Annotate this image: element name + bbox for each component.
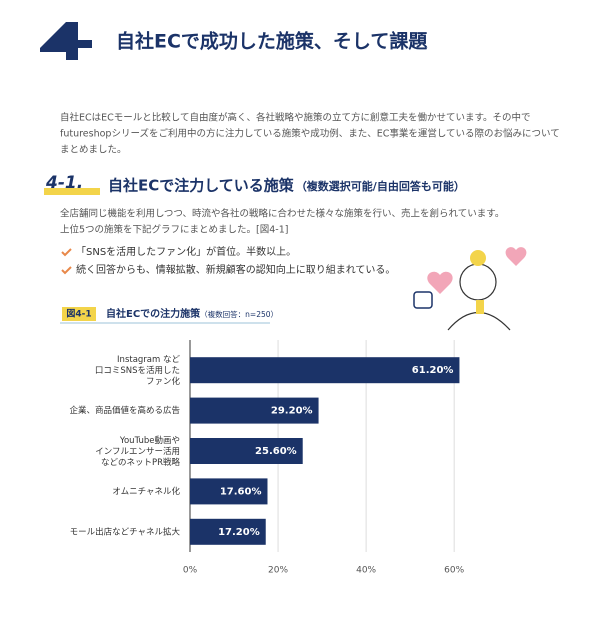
figure-label-box <box>62 307 96 321</box>
x-tick-label: 20% <box>268 566 288 576</box>
bar <box>190 478 268 505</box>
heart <box>505 247 527 266</box>
check-icon <box>61 248 72 257</box>
body <box>447 311 511 331</box>
bar <box>190 397 319 424</box>
description-line: 上位5つの施策を下記グラフにまとめました。[図4-1] <box>60 224 288 236</box>
illustration <box>413 247 527 331</box>
y-tick-label: Instagram など口コミSNSを活用したファン化 <box>95 355 181 387</box>
bar <box>190 438 303 464</box>
phone <box>476 300 484 314</box>
section-icon <box>40 22 92 60</box>
intro-line: 自社ECはECモールと比較して自由度が高く、各社戦略や施策の立て方に創意工夫を働… <box>60 112 531 124</box>
bar <box>190 518 266 545</box>
intro-line: futureshopシリーズをご利用中の方に注力している施策や成功例、また、EC… <box>60 128 560 140</box>
value-label: 25.60% <box>255 446 297 457</box>
bullet: 続く回答からも、情報拡散、新規顧客の認知向上に取り組まれている。 <box>76 263 395 276</box>
page-title: 自社ECで成功した施策、そして課題 <box>116 30 428 53</box>
chart-subtitle: （複数回答：n=250） <box>200 309 278 319</box>
section-title: 自社ECで注力している施策 <box>108 177 295 195</box>
intro-line: まとめました。 <box>60 145 127 156</box>
y-tick-label: 企業、商品価値を高める広告 <box>69 405 180 416</box>
y-tick-label: オムニチャネル化 <box>112 486 180 497</box>
chart-title: 自社ECでの注力施策 <box>106 307 201 320</box>
check-icon <box>61 266 72 275</box>
hair <box>470 250 486 266</box>
bar <box>190 357 460 384</box>
value-label: 61.20% <box>412 365 454 376</box>
section-number: 4-1. <box>45 173 83 193</box>
thumb <box>413 291 433 309</box>
heart <box>427 271 453 294</box>
highlight <box>44 188 100 195</box>
value-label: 29.20% <box>271 406 313 417</box>
x-tick-label: 60% <box>444 566 464 576</box>
section-subtitle: （複数選択可能/自由回答も可能） <box>296 179 465 193</box>
y-tick-label: モール出店などチャネル拡大 <box>70 526 181 537</box>
description-line: 全店舗同じ機能を利用しつつ、時流や各社の戦略に合わせた様々な施策を行い、売上を創… <box>60 208 504 220</box>
bullet: 「SNSを活用したファン化」が首位。半数以上。 <box>76 245 296 258</box>
y-tick-label: YouTube動画やインフルエンサー活用などのネットPR戦略 <box>95 435 180 468</box>
x-tick-label: 0% <box>183 566 198 576</box>
figure-label: 図4-1 <box>66 309 91 320</box>
value-label: 17.20% <box>218 527 260 538</box>
x-tick-label: 40% <box>356 566 376 576</box>
face <box>459 263 497 301</box>
value-label: 17.60% <box>220 486 262 497</box>
